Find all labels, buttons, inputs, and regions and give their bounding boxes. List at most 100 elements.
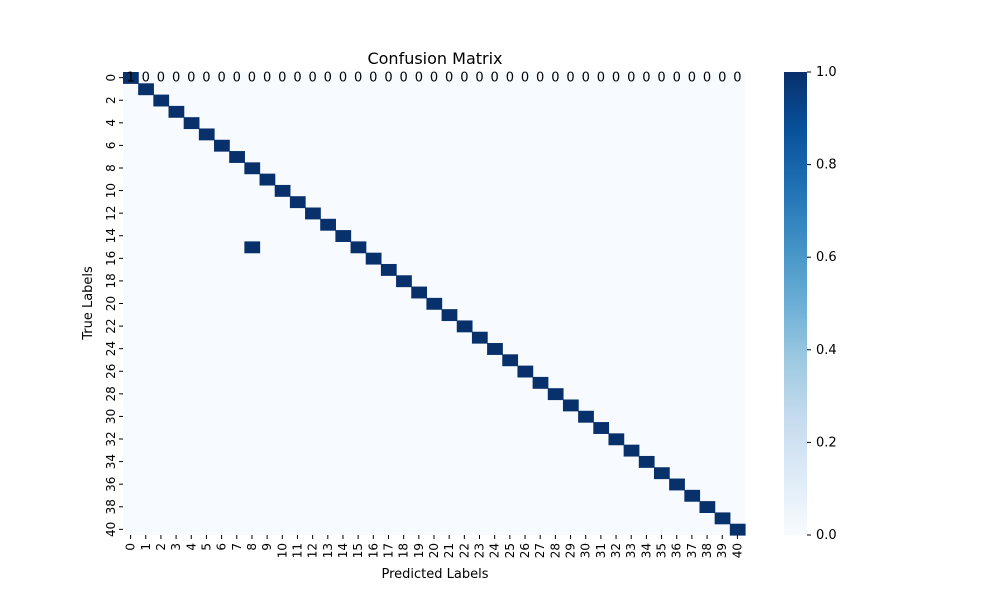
heatmap-cell-15-15 — [350, 241, 367, 254]
colorbar-gradient — [784, 72, 807, 535]
annotation-0-12: 0 — [308, 71, 316, 86]
annotation-0-24: 0 — [491, 71, 499, 86]
heatmap-cell-13-13 — [320, 218, 336, 231]
x-tick-label-25: 25 — [503, 543, 517, 558]
annotation-0-32: 0 — [612, 71, 620, 86]
x-tick-label-16: 16 — [366, 543, 380, 558]
heatmap-cell-37-37 — [684, 489, 701, 502]
x-tick-label-10: 10 — [275, 543, 289, 558]
heatmap-cell-10-10 — [274, 184, 291, 197]
annotation-0-1: 0 — [142, 71, 150, 86]
x-tick-label-14: 14 — [336, 543, 350, 558]
heatmap-cell-32-32 — [608, 433, 625, 446]
annotation-0-9: 0 — [263, 71, 271, 86]
annotation-0-5: 0 — [202, 71, 210, 86]
heatmap-cell-23-23 — [471, 331, 488, 344]
x-tick-label-7: 7 — [230, 543, 244, 551]
annotation-0-37: 0 — [688, 71, 696, 86]
heatmap-cell-40-40 — [729, 523, 746, 536]
x-tick-label-31: 31 — [594, 543, 608, 558]
y-tick-label-10: 10 — [104, 183, 118, 198]
annotation-0-10: 0 — [278, 71, 286, 86]
y-tick-label-2: 2 — [104, 96, 118, 104]
colorbar-tick-label-0.2: 0.2 — [816, 435, 837, 450]
x-tick-label-15: 15 — [351, 543, 365, 558]
y-tick-label-24: 24 — [104, 341, 118, 356]
y-tick-label-38: 38 — [104, 499, 118, 514]
colorbar-tick-label-0.8: 0.8 — [816, 158, 837, 173]
heatmap-cell-22-22 — [456, 320, 473, 333]
y-tick-label-22: 22 — [104, 318, 118, 333]
heatmap-cell-20-20 — [426, 297, 443, 310]
x-tick-label-27: 27 — [533, 543, 547, 558]
x-tick-label-33: 33 — [624, 543, 638, 558]
x-tick-label-8: 8 — [245, 543, 259, 551]
x-tick-label-22: 22 — [457, 543, 471, 558]
annotation-0-13: 0 — [324, 71, 332, 86]
colorbar-tick-label-0.0: 0.0 — [816, 528, 837, 543]
heatmap-cell-28-28 — [547, 388, 564, 401]
annotation-0-30: 0 — [582, 71, 590, 86]
x-tick-label-35: 35 — [655, 543, 669, 558]
heatmap-cell-39-39 — [714, 512, 731, 525]
annotation-0-20: 0 — [430, 71, 438, 86]
x-tick-label-26: 26 — [518, 543, 532, 558]
annotation-0-25: 0 — [506, 71, 514, 86]
annotation-0-36: 0 — [673, 71, 681, 86]
annotation-0-23: 0 — [475, 71, 483, 86]
chart-title: Confusion Matrix — [367, 49, 502, 68]
heatmap-cell-4-4 — [183, 117, 200, 130]
heatmap-cell-11-11 — [289, 196, 306, 209]
y-tick-label-28: 28 — [104, 386, 118, 401]
heatmap-cell-6-6 — [214, 139, 230, 152]
y-tick-label-8: 8 — [104, 164, 118, 172]
annotation-0-21: 0 — [445, 71, 453, 86]
x-tick-label-19: 19 — [412, 543, 426, 558]
y-tick-label-14: 14 — [104, 228, 118, 243]
x-tick-label-23: 23 — [473, 543, 487, 558]
annotation-0-0: 1 — [126, 71, 134, 86]
x-tick-label-9: 9 — [260, 543, 274, 551]
heatmap-cell-18-18 — [396, 275, 412, 288]
colorbar: 0.0 0.2 0.4 0.6 0.8 1.0 — [784, 65, 837, 543]
x-tick-label-36: 36 — [670, 543, 684, 558]
annotation-0-18: 0 — [400, 71, 408, 86]
x-tick-label-4: 4 — [184, 543, 198, 551]
heatmap-cell-15-8 — [244, 241, 261, 254]
heatmap-cell-24-24 — [487, 343, 503, 355]
heatmap-cell-8-8 — [244, 162, 261, 175]
annotation-0-16: 0 — [369, 71, 377, 86]
heatmap-cell-19-19 — [411, 286, 428, 299]
annotation-0-6: 0 — [217, 71, 225, 86]
y-tick-label-34: 34 — [104, 454, 118, 469]
y-tick-label-6: 6 — [104, 142, 118, 150]
annotation-0-33: 0 — [627, 71, 635, 86]
annotation-0-31: 0 — [597, 71, 605, 86]
y-tick-label-30: 30 — [104, 409, 118, 424]
colorbar-tick-label-1.0: 1.0 — [816, 65, 837, 80]
x-tick-label-40: 40 — [730, 543, 744, 558]
annotation-0-27: 0 — [536, 71, 544, 86]
heatmap-cell-38-38 — [699, 501, 716, 514]
colorbar-ticks: 0.0 0.2 0.4 0.6 0.8 1.0 — [807, 65, 837, 543]
x-tick-label-2: 2 — [154, 543, 168, 551]
heatmap-cell-29-29 — [562, 399, 579, 412]
x-tick-label-28: 28 — [548, 543, 562, 558]
annotation-0-38: 0 — [703, 71, 711, 86]
heatmap-cell-27-27 — [532, 376, 549, 389]
x-tick-label-24: 24 — [488, 543, 502, 558]
heatmap-cell-9-9 — [259, 173, 276, 186]
y-tick-label-20: 20 — [104, 296, 118, 311]
heatmap-cell-35-35 — [653, 467, 670, 480]
annotation-0-22: 0 — [460, 71, 468, 86]
y-tick-label-40: 40 — [104, 522, 118, 537]
heatmap-cell-34-34 — [638, 455, 655, 468]
annotation-0-28: 0 — [551, 71, 559, 86]
heatmap-cell-0-0 — [123, 72, 139, 84]
x-tick-label-11: 11 — [290, 543, 304, 558]
x-tick-label-32: 32 — [609, 543, 623, 558]
heatmap-cell-30-30 — [578, 410, 594, 423]
x-tick-label-6: 6 — [215, 543, 229, 551]
heatmap-cell-36-36 — [669, 478, 685, 491]
